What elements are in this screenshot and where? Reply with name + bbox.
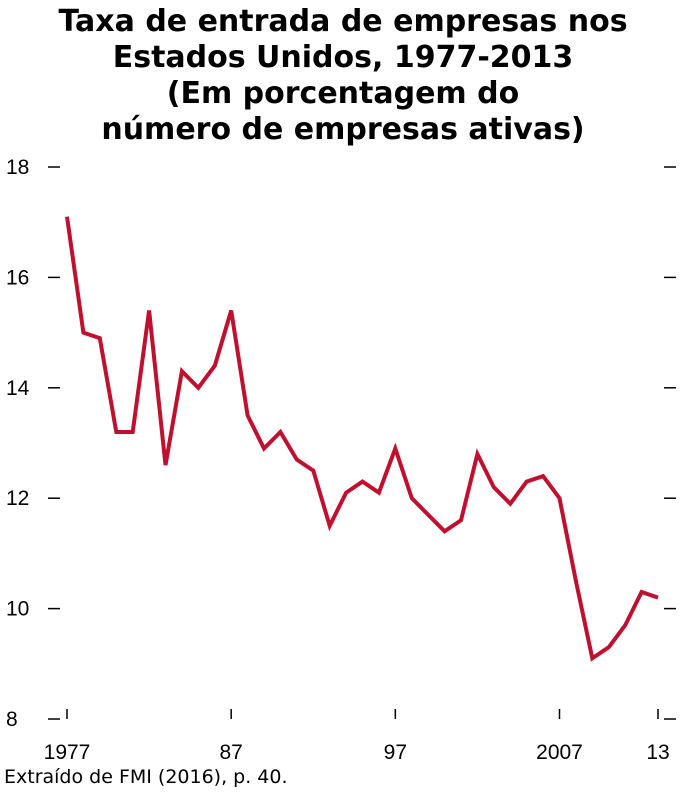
data-point — [590, 656, 594, 660]
data-point — [98, 336, 102, 340]
data-point — [344, 491, 348, 495]
data-point — [114, 430, 118, 434]
data-point — [443, 529, 447, 533]
data-point — [525, 480, 529, 484]
data-point — [246, 413, 250, 417]
data-point — [607, 645, 611, 649]
x-tick-label: 87 — [219, 741, 242, 764]
data-point — [295, 458, 299, 462]
data-point — [65, 215, 69, 219]
data-point — [278, 430, 282, 434]
data-point — [393, 447, 397, 451]
x-tick-labels: 1977 87 97 2007 13 — [44, 741, 670, 764]
chart-title-line-2: Estados Unidos, 1977-2013 — [112, 40, 574, 75]
data-point — [656, 596, 660, 600]
y-tick-labels: 8 10 12 14 16 18 — [6, 156, 30, 731]
data-point — [623, 623, 627, 627]
data-point — [180, 369, 184, 373]
data-point — [311, 469, 315, 473]
source-note: Extraído de FMI (2016), p. 40. — [4, 766, 288, 788]
x-tick-label: 2007 — [536, 741, 583, 764]
chart-title-line-3: (Em porcentagem do — [166, 76, 520, 111]
y-tick-label: 14 — [6, 377, 30, 400]
axes — [48, 166, 676, 720]
data-point — [558, 496, 562, 500]
data-point — [196, 386, 200, 390]
data-point — [164, 463, 168, 467]
x-tick-label: 1977 — [44, 741, 91, 764]
data-point — [229, 309, 233, 313]
series-group — [65, 215, 660, 662]
data-point — [541, 474, 545, 478]
data-point — [410, 496, 414, 500]
y-tick-label: 12 — [6, 487, 29, 510]
data-point — [508, 502, 512, 506]
y-tick-label: 10 — [6, 598, 29, 621]
data-point — [475, 452, 479, 456]
y-tick-label: 18 — [6, 156, 29, 179]
data-point — [213, 364, 217, 368]
data-point — [492, 485, 496, 489]
chart-title: Taxa de entrada de empresas nos Estados … — [0, 4, 686, 148]
data-point — [262, 447, 266, 451]
data-point — [328, 524, 332, 528]
data-point — [574, 579, 578, 583]
y-tick-label: 8 — [6, 708, 18, 731]
x-tick-label: 97 — [384, 741, 407, 764]
data-point — [459, 518, 463, 522]
x-tick-label: 13 — [646, 741, 669, 764]
data-point — [640, 590, 644, 594]
chart-title-line-1: Taxa de entrada de empresas nos — [58, 4, 628, 39]
data-point — [361, 480, 365, 484]
chart-title-line-4: número de empresas ativas) — [101, 112, 585, 147]
y-tick-label: 16 — [6, 266, 29, 289]
data-point — [426, 513, 430, 517]
data-point — [147, 309, 151, 313]
data-point — [131, 430, 135, 434]
data-point — [377, 491, 381, 495]
series-line — [65, 216, 659, 662]
data-point — [81, 331, 85, 335]
